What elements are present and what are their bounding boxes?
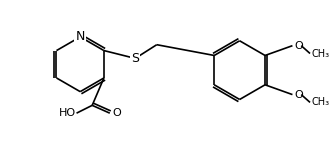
Text: CH₃: CH₃ [312,97,330,107]
Text: S: S [131,52,139,65]
Text: HO: HO [59,108,76,118]
Text: O: O [113,108,122,118]
Text: N: N [75,30,85,43]
Text: CH₃: CH₃ [312,48,330,59]
Text: O: O [294,41,303,51]
Text: O: O [294,90,303,100]
